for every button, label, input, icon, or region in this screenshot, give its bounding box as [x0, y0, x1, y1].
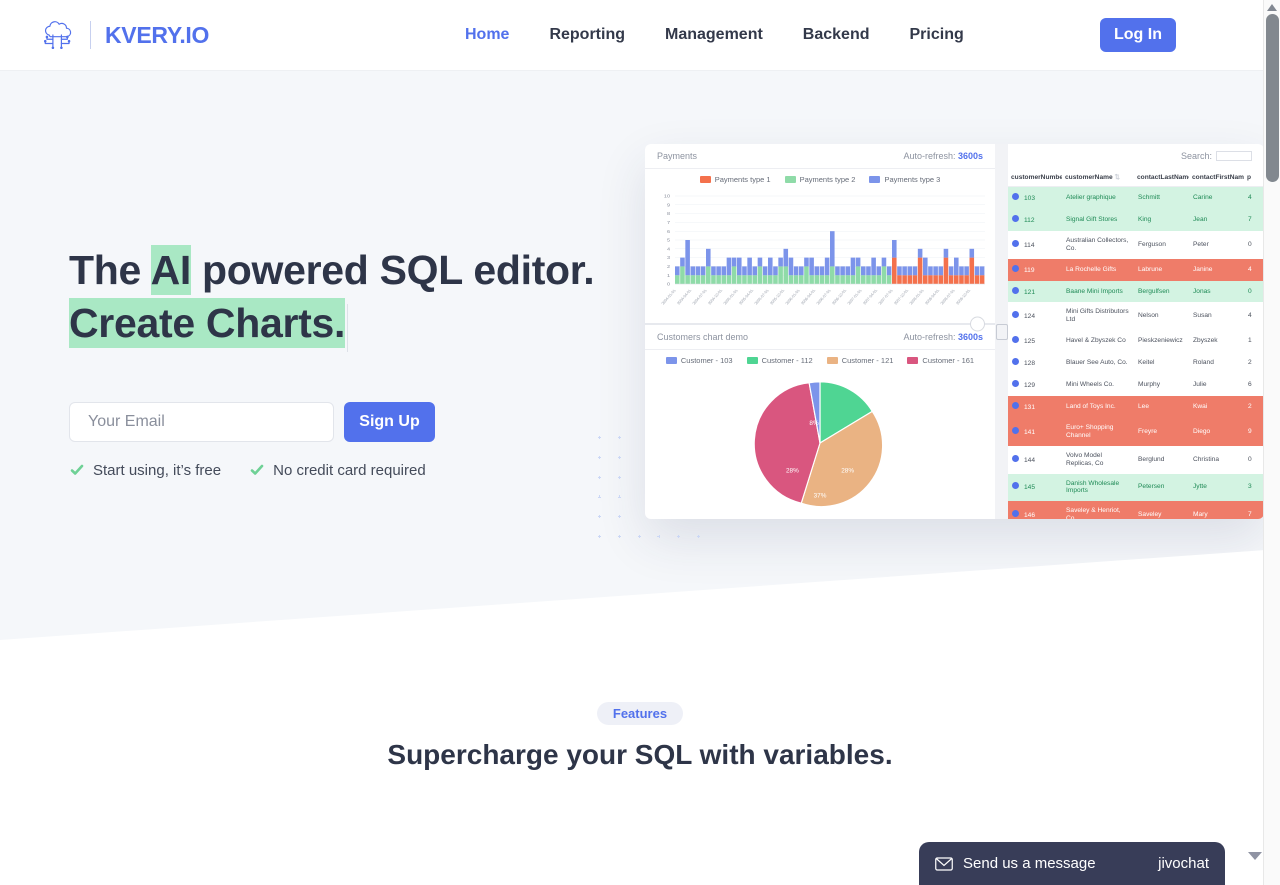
svg-text:37%: 37% [814, 492, 827, 499]
